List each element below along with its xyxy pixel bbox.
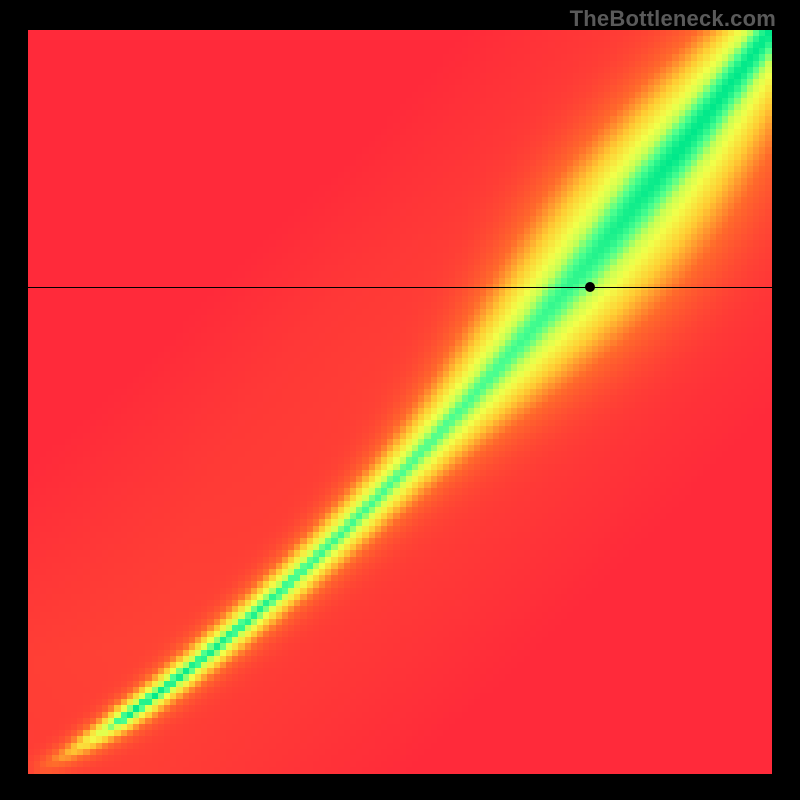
heatmap-plot xyxy=(28,30,772,774)
crosshair-marker xyxy=(585,282,595,292)
crosshair-vertical xyxy=(590,774,591,800)
crosshair-horizontal xyxy=(28,287,772,288)
watermark-text: TheBottleneck.com xyxy=(570,6,776,32)
heatmap-canvas xyxy=(28,30,772,774)
